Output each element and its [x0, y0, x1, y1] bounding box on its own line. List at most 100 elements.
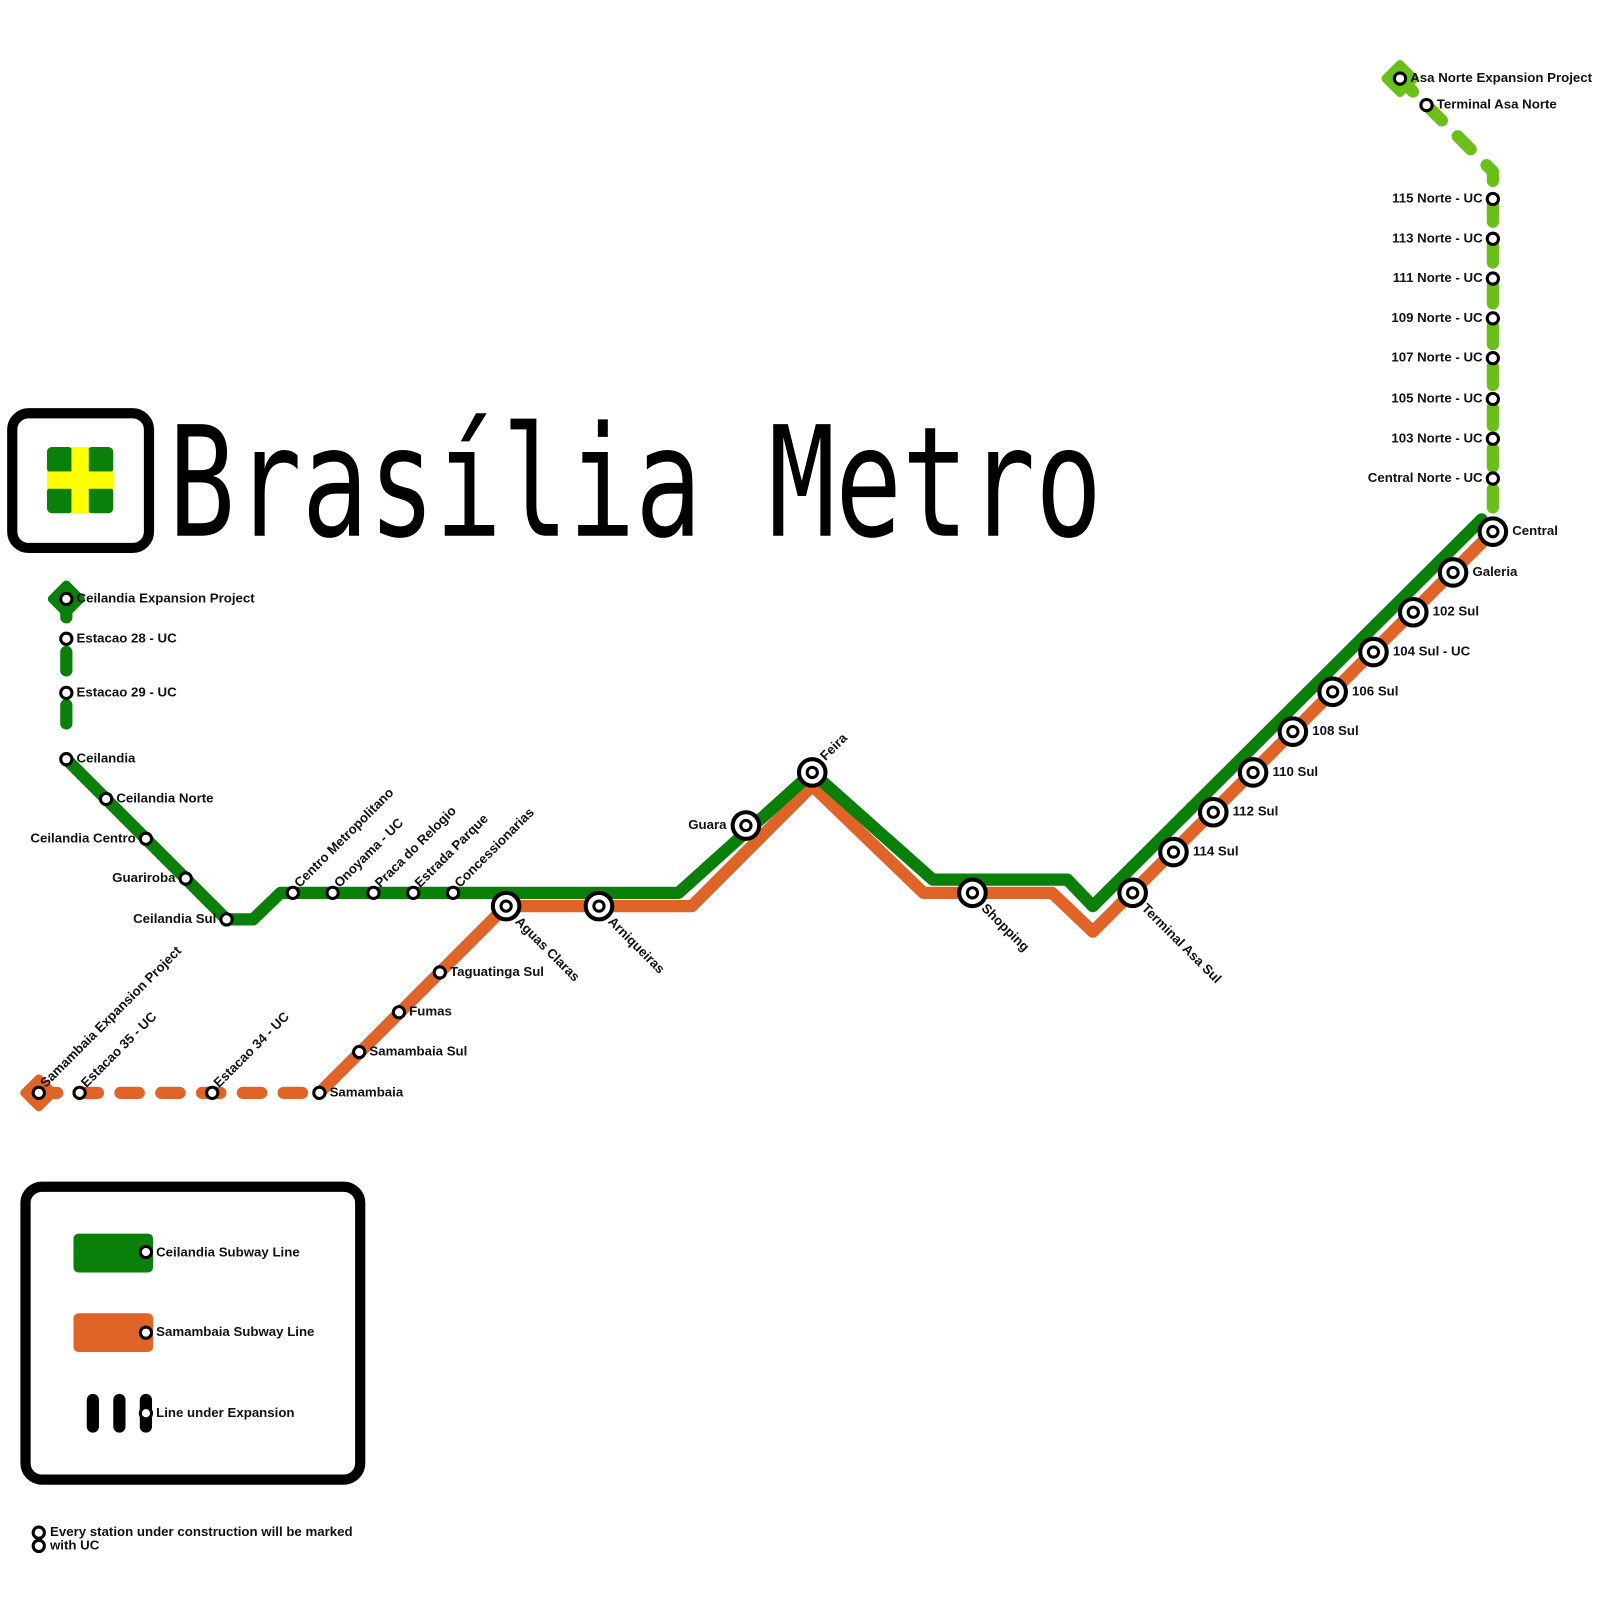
station-label: 103 Norte - UC	[1391, 430, 1483, 445]
station	[1485, 191, 1500, 207]
station	[1392, 71, 1408, 86]
station	[1485, 471, 1500, 486]
station-label: 114 Sul	[1193, 844, 1239, 859]
station-label: Ceilandia Centro	[30, 830, 135, 845]
station	[1485, 231, 1500, 246]
title: Brasília Metro	[168, 395, 1102, 573]
station-label: 107 Norte - UC	[1391, 350, 1483, 365]
legend-dot	[138, 1406, 154, 1421]
footnote-dot	[31, 1538, 46, 1554]
logo-square	[86, 486, 114, 514]
legend-dot	[138, 1244, 154, 1260]
station-label: Shopping	[979, 901, 1033, 955]
station	[59, 631, 74, 646]
lines	[32, 72, 1499, 1099]
station	[1485, 391, 1500, 407]
interchange-core	[1206, 805, 1220, 819]
station	[406, 885, 421, 900]
station-label: Ceilandia	[77, 751, 137, 766]
logo-cross	[71, 446, 89, 514]
station-label: Central	[1512, 523, 1558, 538]
station-label: Ceilandia Norte	[116, 790, 213, 805]
station	[138, 831, 154, 846]
footnote-dot	[31, 1525, 46, 1540]
legend-swatch	[73, 1233, 154, 1273]
station	[1485, 351, 1500, 366]
station	[352, 1044, 367, 1060]
interchange-core	[1326, 685, 1340, 699]
legend-swatch	[73, 1313, 154, 1353]
legend-dot	[138, 1325, 154, 1340]
legend-frame	[20, 1181, 366, 1485]
station	[219, 912, 234, 927]
station	[205, 1085, 220, 1100]
station	[366, 885, 381, 900]
interchange-core	[739, 818, 753, 833]
station	[1485, 311, 1500, 326]
interchange-core	[1486, 525, 1500, 539]
station-label: 104 Sul - UC	[1393, 644, 1471, 659]
interchange-core	[1286, 725, 1300, 739]
station	[432, 965, 447, 980]
logo-square	[46, 446, 74, 474]
station	[285, 885, 301, 900]
footnote: with UC	[49, 1537, 100, 1552]
station-label: Asa Norte Expansion Project	[1410, 70, 1592, 85]
station-label: Samambaia	[330, 1084, 404, 1099]
station-label: 112 Sul	[1233, 804, 1279, 819]
legend: Ceilandia Subway Line Samambaia Subway L…	[20, 1181, 366, 1485]
interchange-core	[1446, 565, 1460, 580]
station-label: Guara	[688, 817, 727, 832]
station-label: 109 Norte - UC	[1391, 310, 1483, 325]
legend-dashes	[86, 1393, 153, 1433]
station	[59, 591, 74, 607]
legend-label: Line under Expansion	[156, 1405, 294, 1420]
station-label: Galeria	[1472, 564, 1518, 579]
interchange-core	[805, 765, 819, 780]
interchange-core	[1166, 845, 1181, 859]
logo-square	[86, 446, 114, 474]
interchange-core	[1126, 886, 1140, 900]
station	[178, 871, 193, 886]
station-label: 105 Norte - UC	[1391, 390, 1483, 405]
station-label: Taguatinga Sul	[450, 964, 544, 979]
ceilandia-line	[60, 513, 1488, 926]
station-label: Fumas	[409, 1004, 452, 1019]
interchange-core	[965, 886, 980, 900]
station-label: Feira	[817, 730, 850, 763]
station-label: Estacao 29 - UC	[77, 684, 178, 699]
station-label: 113 Norte - UC	[1392, 230, 1483, 245]
station-label: 111 Norte - UC	[1393, 270, 1483, 285]
station-label: 108 Sul	[1312, 723, 1358, 738]
station-label: Guariroba	[112, 870, 176, 885]
footnote: Every station under construction will be…	[50, 1524, 353, 1539]
interchange-core	[1246, 765, 1260, 780]
samambaia-line	[313, 525, 1499, 1099]
asa-norte-expansion	[1393, 72, 1499, 526]
station-label: Estacao 28 - UC	[77, 630, 178, 645]
station	[98, 791, 114, 807]
station-label: Central Norte - UC	[1368, 470, 1483, 485]
station	[59, 685, 74, 700]
stations: Ceilandia Expansion Project Estacao 28 - …	[20, 60, 1593, 1112]
station	[1485, 271, 1500, 286]
interchange-core	[1366, 645, 1381, 659]
station	[1485, 431, 1500, 446]
legend-label: Samambaia Subway Line	[156, 1324, 314, 1339]
station	[1419, 97, 1434, 113]
logo-square	[46, 486, 74, 514]
station	[72, 1085, 87, 1100]
station	[325, 885, 340, 900]
station-label: Samambaia Sul	[369, 1044, 467, 1059]
station	[312, 1085, 327, 1100]
interchange-core	[499, 899, 513, 913]
station-label: Arniqueiras	[605, 914, 668, 977]
station-label: Onoyama - UC	[331, 815, 406, 890]
station-label: Terminal Asa Sul	[1139, 901, 1225, 987]
station	[31, 1085, 46, 1100]
station-label: Estacao 34 - UC	[211, 1009, 293, 1091]
station	[391, 1005, 407, 1020]
legend-label: Ceilandia Subway Line	[156, 1245, 300, 1260]
station	[59, 752, 74, 767]
